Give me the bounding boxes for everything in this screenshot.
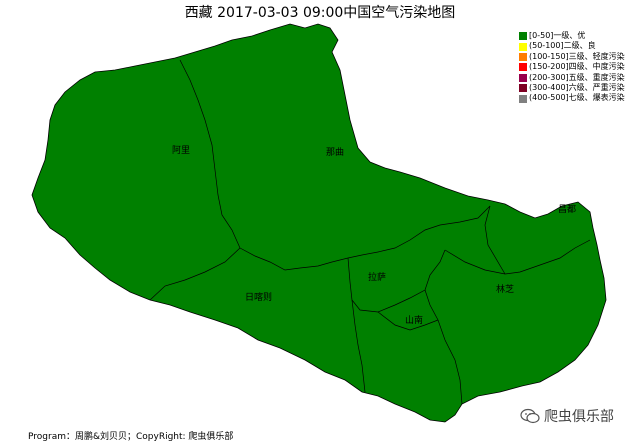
legend-label: [0-50]一级、优 (529, 31, 586, 40)
legend-label: (400-500]七级、爆表污染 (529, 93, 625, 103)
region-label-lhasa: 拉萨 (368, 271, 386, 283)
footer-credits: Program：周鹏&刘贝贝；CopyRight: 爬虫俱乐部 (28, 432, 234, 442)
legend-swatch (519, 73, 527, 82)
region-label-nagqu: 那曲 (326, 147, 344, 158)
legend-label: (150-200]四级、中度污染 (529, 62, 625, 72)
legend-label: (100-150]三级、轻度污染 (529, 51, 625, 61)
legend-item: (400-500]七级、爆表污染 (519, 93, 640, 103)
watermark-text: 爬虫俱乐部 (544, 409, 614, 425)
legend-swatch (519, 32, 527, 41)
legend-item: (100-150]三级、轻度污染 (519, 52, 640, 62)
legend-swatch (519, 84, 527, 93)
region-label-shigatse: 日喀则 (245, 291, 272, 303)
legend-item: (50-100]二级、良 (519, 41, 640, 51)
legend-label: (200-300]五级、重度污染 (529, 72, 625, 82)
legend-item: (300-400]六级、严重污染 (519, 83, 640, 93)
wechat-icon (520, 408, 540, 424)
legend-swatch (519, 63, 527, 72)
legend-swatch (519, 42, 527, 51)
region-label-nyingchi: 林芝 (496, 283, 514, 295)
watermark: 爬虫俱乐部 (520, 406, 614, 426)
legend-swatch (519, 94, 527, 103)
region-boundaries (149, 59, 591, 405)
legend-label: (50-100]二级、良 (529, 41, 596, 51)
legend-label: (300-400]六级、严重污染 (529, 82, 625, 92)
legend-item: [0-50]一级、优 (519, 31, 640, 41)
legend-item: (200-300]五级、重度污染 (519, 73, 640, 83)
legend-swatch (519, 52, 527, 61)
region-label-qamdo: 昌都 (558, 204, 576, 215)
legend-item: (150-200]四级、中度污染 (519, 62, 640, 72)
map-title: 西藏 2017-03-03 09:00中国空气污染地图 (184, 5, 456, 21)
region-label-ali: 阿里 (172, 145, 190, 156)
region-label-shannan: 山南 (405, 314, 423, 326)
legend: [0-50]一级、优 (50-100]二级、良 (100-150]三级、轻度污染… (519, 31, 640, 104)
tibet-territory (31, 23, 607, 423)
